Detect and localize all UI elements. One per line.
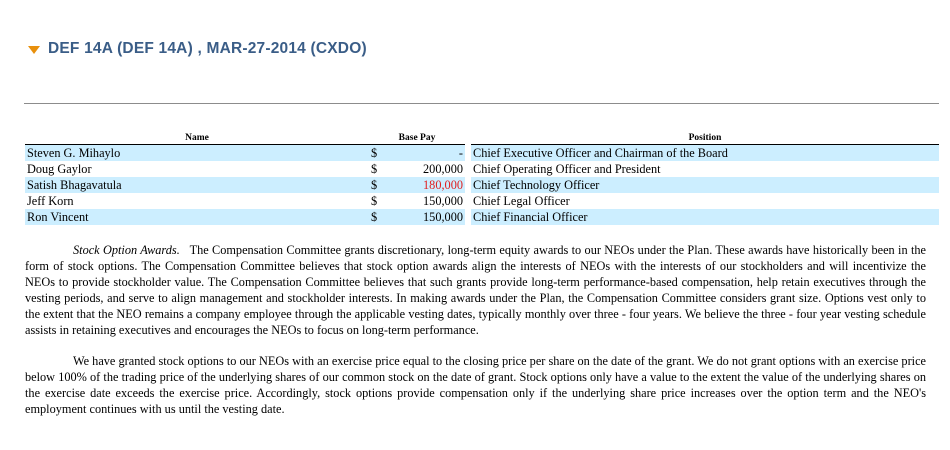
paragraph-exercise-price: We have granted stock options to our NEO… (25, 353, 926, 417)
row-base-pay: 150,000 (423, 194, 463, 208)
paragraph-stock-option-awards: Stock Option Awards. The Compensation Co… (25, 242, 926, 338)
row-position: Chief Financial Officer (471, 209, 939, 225)
paragraph-body: The Compensation Committee grants discre… (25, 243, 926, 337)
row-name: Ron Vincent (25, 209, 369, 225)
column-header-position: Position (471, 133, 939, 145)
row-position: Chief Executive Officer and Chairman of … (471, 144, 939, 161)
row-base-pay: - (393, 144, 465, 161)
column-header-name: Name (25, 133, 369, 145)
table-row: Ron Vincent $ 150,000 Chief Financial Of… (25, 209, 939, 225)
table-header-row: Name Base Pay Position (25, 133, 939, 145)
row-name: Steven G. Mihaylo (25, 144, 369, 161)
row-position: Chief Technology Officer (471, 177, 939, 193)
row-currency: $ (371, 162, 378, 176)
paragraph-body: We have granted stock options to our NEO… (25, 354, 926, 416)
header-divider (24, 103, 939, 104)
table-row: Steven G. Mihaylo $ - Chief Executive Of… (25, 144, 939, 161)
row-position: Chief Operating Officer and President (473, 162, 661, 176)
row-base-pay: 200,000 (423, 162, 463, 176)
row-position: Chief Legal Officer (473, 194, 570, 208)
collapse-triangle-icon[interactable] (28, 46, 40, 54)
row-currency: $ (371, 194, 378, 208)
row-currency: $ (369, 177, 393, 193)
column-header-base-pay: Base Pay (369, 133, 465, 145)
compensation-table: Name Base Pay Position Steven G. Mihaylo… (25, 133, 939, 225)
paragraph-heading: Stock Option Awards. (73, 243, 180, 257)
table-row: Jeff Korn $ 150,000 Chief Legal Officer (25, 193, 939, 209)
row-base-pay: 150,000 (393, 209, 465, 225)
table-row: Satish Bhagavatula $ 180,000 Chief Techn… (25, 177, 939, 193)
row-currency: $ (369, 209, 393, 225)
table-row: Doug Gaylor $ 200,000 Chief Operating Of… (25, 161, 939, 177)
row-currency: $ (369, 144, 393, 161)
row-name: Satish Bhagavatula (25, 177, 369, 193)
row-name: Jeff Korn (27, 194, 74, 208)
document-header[interactable]: DEF 14A (DEF 14A) , MAR-27-2014 (CXDO) (28, 40, 367, 58)
row-base-pay: 180,000 (393, 177, 465, 193)
row-name: Doug Gaylor (27, 162, 92, 176)
document-title: DEF 14A (DEF 14A) , MAR-27-2014 (CXDO) (48, 40, 367, 57)
